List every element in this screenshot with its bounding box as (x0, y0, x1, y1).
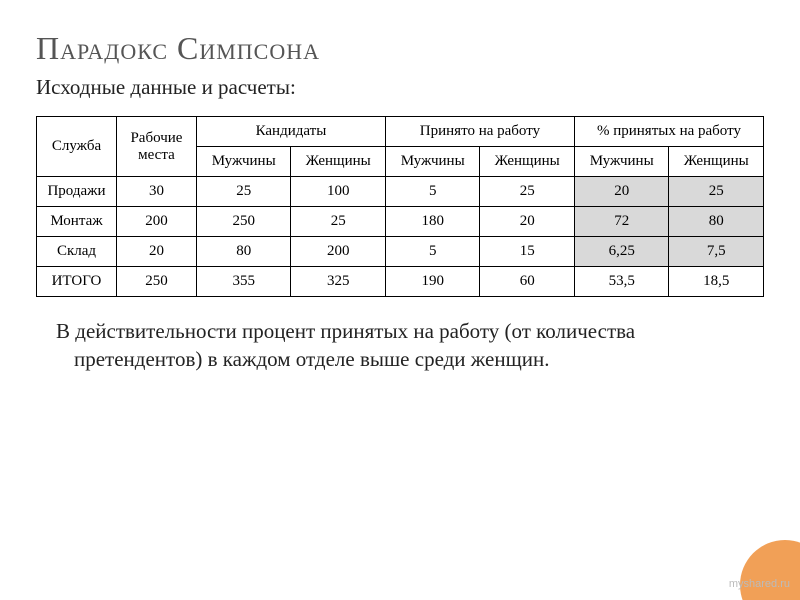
table-cell: 20 (480, 207, 575, 237)
table-cell: 18,5 (669, 267, 764, 297)
table-cell: 25 (669, 177, 764, 207)
table-cell: 250 (116, 267, 196, 297)
table-cell: Склад (37, 237, 117, 267)
table-cell: Продажи (37, 177, 117, 207)
table-cell: 15 (480, 237, 575, 267)
table-row: Монтаж20025025180207280 (37, 207, 764, 237)
table-row: Склад20802005156,257,5 (37, 237, 764, 267)
col-pct-f: Женщины (669, 147, 764, 177)
table-row: Продажи30251005252025 (37, 177, 764, 207)
col-accepted: Принято на работу (385, 117, 574, 147)
col-cand-f: Женщины (291, 147, 386, 177)
watermark: myshared.ru (729, 578, 790, 590)
table-cell: 25 (480, 177, 575, 207)
col-places: Рабочие места (116, 117, 196, 177)
table-cell: 190 (385, 267, 480, 297)
table-cell: 25 (196, 177, 291, 207)
table-cell: 30 (116, 177, 196, 207)
table-cell: Монтаж (37, 207, 117, 237)
table-cell: 250 (196, 207, 291, 237)
data-table: Служба Рабочие места Кандидаты Принято н… (36, 116, 764, 297)
table-cell: 72 (574, 207, 669, 237)
table-cell: 355 (196, 267, 291, 297)
col-percent: % принятых на работу (574, 117, 763, 147)
slide-title: Парадокс Симпсона (36, 30, 764, 67)
col-cand-m: Мужчины (196, 147, 291, 177)
col-acc-f: Женщины (480, 147, 575, 177)
table-cell: 20 (116, 237, 196, 267)
table-cell: 100 (291, 177, 386, 207)
table-cell: 200 (291, 237, 386, 267)
col-pct-m: Мужчины (574, 147, 669, 177)
table-cell: 80 (669, 207, 764, 237)
table-cell: ИТОГО (37, 267, 117, 297)
slide: Парадокс Симпсона Исходные данные и расч… (0, 0, 800, 600)
table-cell: 325 (291, 267, 386, 297)
body-text: В действительности процент принятых на р… (36, 317, 764, 374)
table-cell: 5 (385, 177, 480, 207)
table-header-row-1: Служба Рабочие места Кандидаты Принято н… (37, 117, 764, 147)
table-row: ИТОГО2503553251906053,518,5 (37, 267, 764, 297)
table-cell: 53,5 (574, 267, 669, 297)
slide-subtitle: Исходные данные и расчеты: (36, 75, 764, 100)
table-cell: 6,25 (574, 237, 669, 267)
table-cell: 5 (385, 237, 480, 267)
col-service: Служба (37, 117, 117, 177)
table-cell: 180 (385, 207, 480, 237)
table-cell: 20 (574, 177, 669, 207)
col-acc-m: Мужчины (385, 147, 480, 177)
table-cell: 60 (480, 267, 575, 297)
table-cell: 25 (291, 207, 386, 237)
table-cell: 200 (116, 207, 196, 237)
table-cell: 80 (196, 237, 291, 267)
col-candidates: Кандидаты (196, 117, 385, 147)
table-cell: 7,5 (669, 237, 764, 267)
accent-circle (740, 540, 800, 600)
